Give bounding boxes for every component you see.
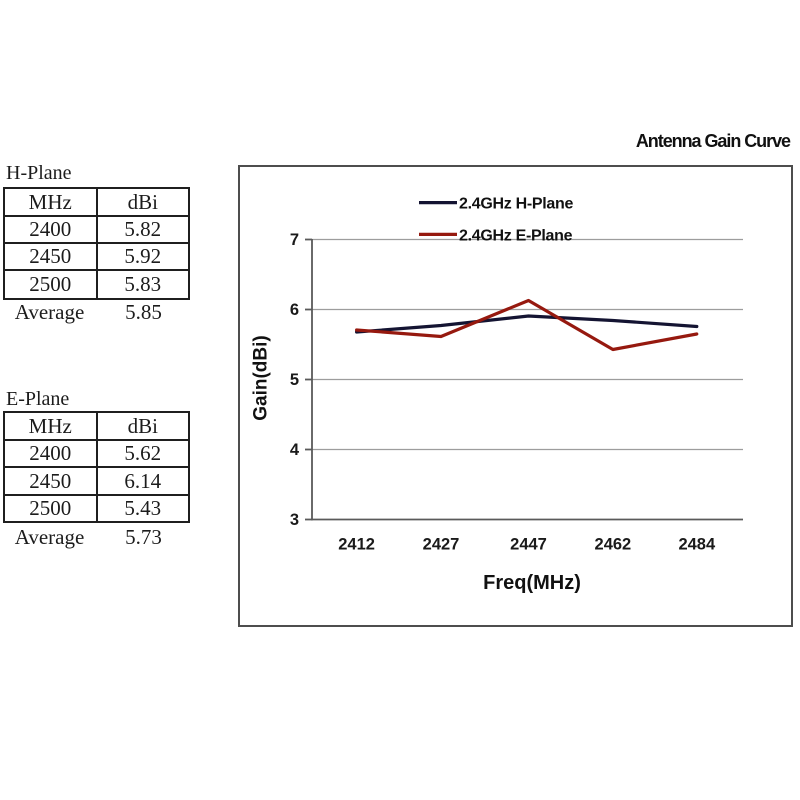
svg-text:2.4GHz E-Plane: 2.4GHz E-Plane [459, 227, 573, 244]
svg-text:Gain(dBi): Gain(dBi) [251, 335, 272, 421]
svg-text:5: 5 [290, 371, 299, 389]
svg-text:2484: 2484 [678, 536, 716, 554]
svg-text:2427: 2427 [423, 536, 460, 554]
svg-text:Freq(MHz): Freq(MHz) [483, 572, 581, 594]
svg-text:2447: 2447 [510, 536, 547, 554]
svg-text:2462: 2462 [595, 536, 632, 554]
svg-text:2412: 2412 [338, 536, 375, 554]
svg-text:7: 7 [290, 231, 299, 249]
svg-text:4: 4 [290, 441, 300, 459]
svg-text:6: 6 [290, 301, 299, 319]
svg-text:3: 3 [290, 511, 299, 529]
svg-text:2.4GHz H-Plane: 2.4GHz H-Plane [459, 196, 573, 213]
